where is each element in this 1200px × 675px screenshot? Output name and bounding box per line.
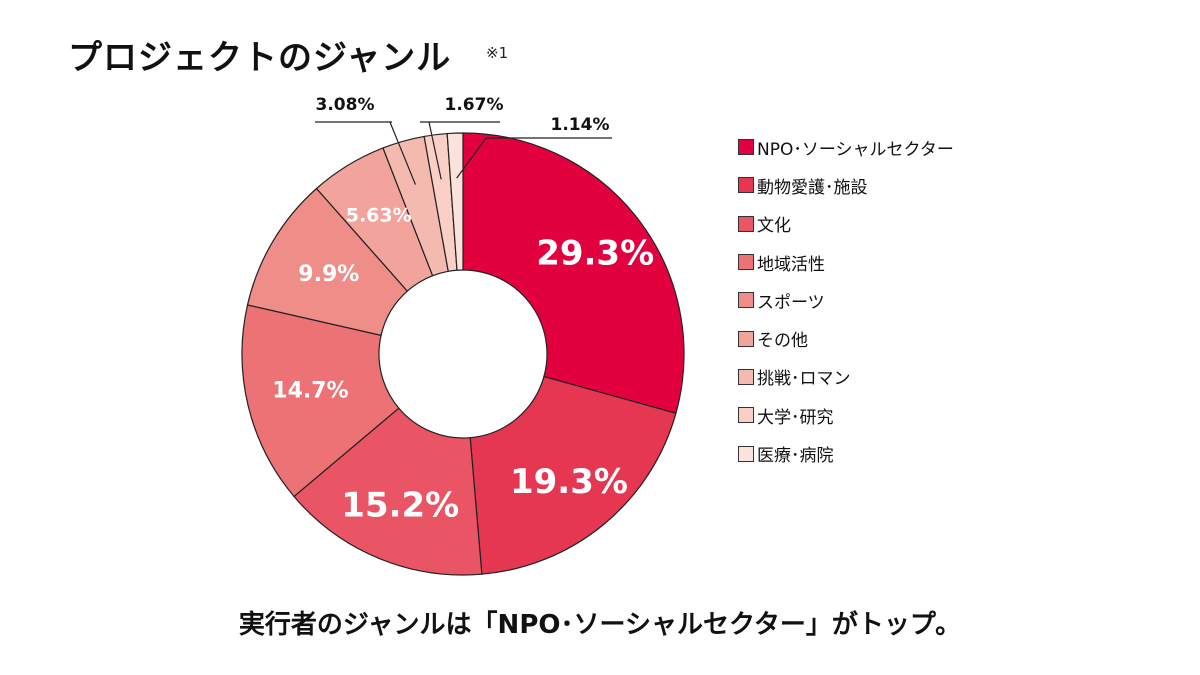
legend-label: 医療･病院 xyxy=(757,446,834,467)
callout-leader xyxy=(456,137,487,179)
legend-label: 挑戦･ロマン xyxy=(757,369,851,390)
page-title: プロジェクトのジャンル xyxy=(68,38,452,78)
legend-swatch xyxy=(738,215,754,232)
pie-slice xyxy=(241,304,400,498)
legend-swatch xyxy=(738,330,754,347)
legend-item: 医療･病院 xyxy=(738,434,954,472)
legend-label: 動物愛護･施設 xyxy=(757,177,868,198)
legend-item: NPO･ソーシャルセクター xyxy=(738,128,954,166)
legend-swatch xyxy=(738,139,754,156)
legend-label: 大学･研究 xyxy=(757,407,834,428)
legend-item: 文化 xyxy=(738,205,954,243)
slice-value-label: 15.2% xyxy=(341,486,459,526)
legend-swatch xyxy=(738,254,754,271)
legend-swatch xyxy=(738,292,754,309)
legend-swatch xyxy=(738,177,754,194)
legend-label: その他 xyxy=(757,331,808,352)
callout-value-label: 3.08% xyxy=(316,95,375,115)
callout-value-label: 1.67% xyxy=(445,95,504,115)
legend-item: 挑戦･ロマン xyxy=(738,358,954,396)
slice-value-label: 14.7% xyxy=(272,379,348,404)
legend-swatch xyxy=(738,445,754,462)
slice-value-label: 9.9% xyxy=(298,262,359,287)
legend-item: 大学･研究 xyxy=(738,396,954,434)
legend-label: スポーツ xyxy=(757,292,825,313)
legend-item: 地域活性 xyxy=(738,243,954,281)
legend-item: スポーツ xyxy=(738,281,954,319)
title-footnote-mark: ※1 xyxy=(486,44,509,62)
legend-label: 地域活性 xyxy=(757,254,825,275)
chart-caption: 実行者のジャンルは「NPO･ソーシャルセクター」がトップ。 xyxy=(238,610,962,640)
legend-item: その他 xyxy=(738,319,954,357)
callout-value-label: 1.14% xyxy=(551,115,610,135)
legend-label: NPO･ソーシャルセクター xyxy=(757,139,954,160)
pie-slice xyxy=(469,375,677,575)
legend-label: 文化 xyxy=(757,216,791,237)
chart-legend: NPO･ソーシャルセクター 動物愛護･施設 文化地域活性スポーツその他挑戦･ロマン大… xyxy=(738,128,954,473)
legend-swatch xyxy=(738,407,754,424)
pie-slice xyxy=(293,407,483,576)
callout-leader xyxy=(389,121,417,185)
legend-swatch xyxy=(738,368,754,385)
slice-value-label: 19.3% xyxy=(510,462,628,502)
slice-value-label: 5.63% xyxy=(346,205,412,227)
pie-slice xyxy=(246,187,409,337)
callout-leader xyxy=(428,121,442,180)
legend-item: 動物愛護･施設 xyxy=(738,166,954,204)
pie-slice xyxy=(462,132,685,415)
slice-value-label: 29.3% xyxy=(536,234,654,274)
pie-slice xyxy=(446,132,464,271)
